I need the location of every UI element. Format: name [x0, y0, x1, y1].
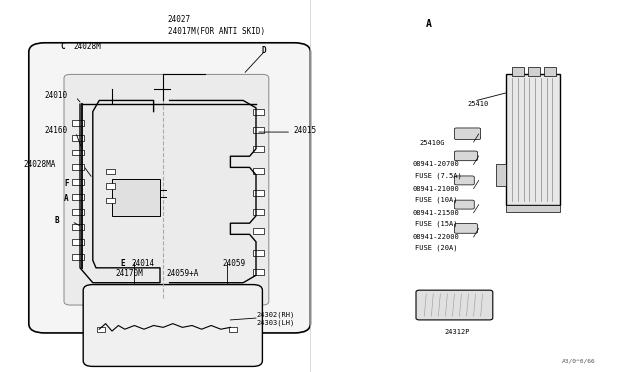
FancyBboxPatch shape	[454, 200, 474, 209]
Bar	[253, 168, 264, 174]
Text: 24059: 24059	[223, 259, 246, 268]
Text: 24010: 24010	[45, 92, 68, 100]
Bar	[106, 183, 115, 189]
Bar	[72, 194, 84, 200]
Bar	[72, 179, 84, 185]
FancyBboxPatch shape	[416, 290, 493, 320]
Text: 08941-20700: 08941-20700	[413, 161, 460, 167]
Bar	[106, 198, 115, 203]
Text: 24312P: 24312P	[445, 329, 470, 335]
Text: FUSE (20A): FUSE (20A)	[415, 245, 457, 251]
Bar	[253, 250, 264, 256]
Text: F: F	[64, 179, 68, 188]
Bar	[253, 269, 264, 275]
Text: 25410G: 25410G	[419, 140, 445, 146]
FancyBboxPatch shape	[454, 224, 477, 233]
Text: 24303(LH): 24303(LH)	[256, 319, 294, 326]
Text: 08941-21000: 08941-21000	[413, 186, 460, 192]
Bar	[97, 327, 105, 332]
Text: 24027: 24027	[168, 15, 191, 24]
FancyBboxPatch shape	[454, 128, 481, 140]
Bar	[72, 239, 84, 245]
Text: 24170M: 24170M	[115, 269, 143, 278]
Text: 24160: 24160	[45, 126, 68, 135]
Text: FUSE (10A): FUSE (10A)	[415, 196, 457, 203]
Bar	[72, 164, 84, 170]
Bar	[544, 67, 556, 76]
Bar	[506, 74, 560, 205]
Text: FUSE (15A): FUSE (15A)	[415, 221, 457, 227]
Bar	[72, 150, 84, 155]
Text: 24059+A: 24059+A	[166, 269, 199, 278]
Text: A3/0^0/66: A3/0^0/66	[561, 358, 595, 363]
Bar	[512, 67, 524, 76]
Text: A: A	[426, 19, 431, 29]
FancyBboxPatch shape	[454, 176, 474, 185]
FancyBboxPatch shape	[83, 285, 262, 366]
Text: A: A	[64, 194, 68, 203]
Bar	[253, 228, 264, 234]
Text: 24302(RH): 24302(RH)	[256, 312, 294, 318]
Bar	[496, 164, 506, 186]
Bar	[253, 190, 264, 196]
Bar	[72, 135, 84, 141]
Bar	[253, 209, 264, 215]
Text: E: E	[120, 259, 125, 268]
Text: FUSE (7.5A): FUSE (7.5A)	[415, 172, 461, 179]
Bar	[253, 109, 264, 115]
Bar	[229, 327, 237, 332]
Text: B: B	[54, 216, 59, 225]
Text: 24017M(FOR ANTI SKID): 24017M(FOR ANTI SKID)	[168, 27, 265, 36]
Bar	[72, 120, 84, 126]
Text: D: D	[261, 46, 266, 55]
Bar	[106, 169, 115, 174]
FancyBboxPatch shape	[29, 43, 310, 333]
Bar	[72, 209, 84, 215]
Bar	[253, 146, 264, 152]
Text: C: C	[61, 42, 65, 51]
Text: 24015: 24015	[293, 126, 316, 135]
Text: 08941-22000: 08941-22000	[413, 234, 460, 240]
Bar	[72, 224, 84, 230]
Bar	[72, 254, 84, 260]
FancyBboxPatch shape	[454, 151, 477, 161]
Text: 08941-21500: 08941-21500	[413, 210, 460, 216]
Bar	[506, 205, 560, 212]
Text: 25410: 25410	[467, 101, 488, 107]
Bar	[253, 127, 264, 133]
Bar	[528, 67, 540, 76]
Text: 24014: 24014	[131, 259, 154, 268]
Text: 24028MA: 24028MA	[23, 160, 56, 169]
FancyBboxPatch shape	[64, 74, 269, 305]
Bar	[112, 179, 160, 216]
Text: 24028M: 24028M	[74, 42, 101, 51]
